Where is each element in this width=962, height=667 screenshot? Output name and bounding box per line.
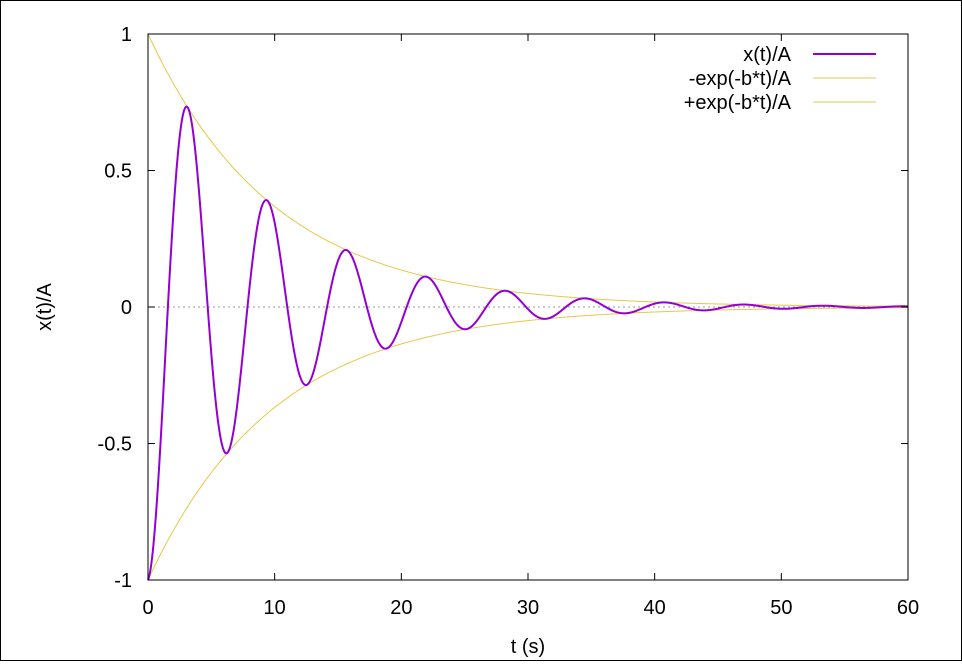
- x-tick-label: 20: [390, 597, 412, 619]
- legend-label-1: -exp(-b*t)/A: [689, 68, 792, 90]
- series-layer: [147, 33, 909, 581]
- legend-label-2: +exp(-b*t)/A: [684, 92, 792, 114]
- x-tick-label: 0: [142, 597, 153, 619]
- ticks-layer: [147, 33, 909, 581]
- x-tick-label: 50: [770, 597, 792, 619]
- y-tick-label: 0: [121, 297, 132, 319]
- y-tick-label: 1: [121, 24, 132, 46]
- y-tick-label: 0.5: [104, 161, 132, 183]
- x-tick-label: 10: [264, 597, 286, 619]
- series-line-1: [147, 307, 908, 581]
- x-tick-label: 60: [897, 597, 919, 619]
- y-tick-label: -1: [114, 570, 132, 592]
- y-tick-label: -0.5: [98, 434, 132, 456]
- legend: x(t)/A-exp(-b*t)/A+exp(-b*t)/A: [684, 44, 876, 114]
- y-axis-label: x(t)/A: [34, 282, 56, 330]
- series-line-0: [147, 105, 909, 581]
- x-axis-label: t (s): [511, 636, 545, 658]
- x-tick-label: 30: [517, 597, 539, 619]
- x-tick-label: 40: [644, 597, 666, 619]
- legend-label-0: x(t)/A: [743, 44, 791, 66]
- tick-labels-layer: 0 10 20 30 40 50 60 1 0.5 0 -0.5 -1: [98, 24, 920, 619]
- series-line-2: [147, 33, 908, 307]
